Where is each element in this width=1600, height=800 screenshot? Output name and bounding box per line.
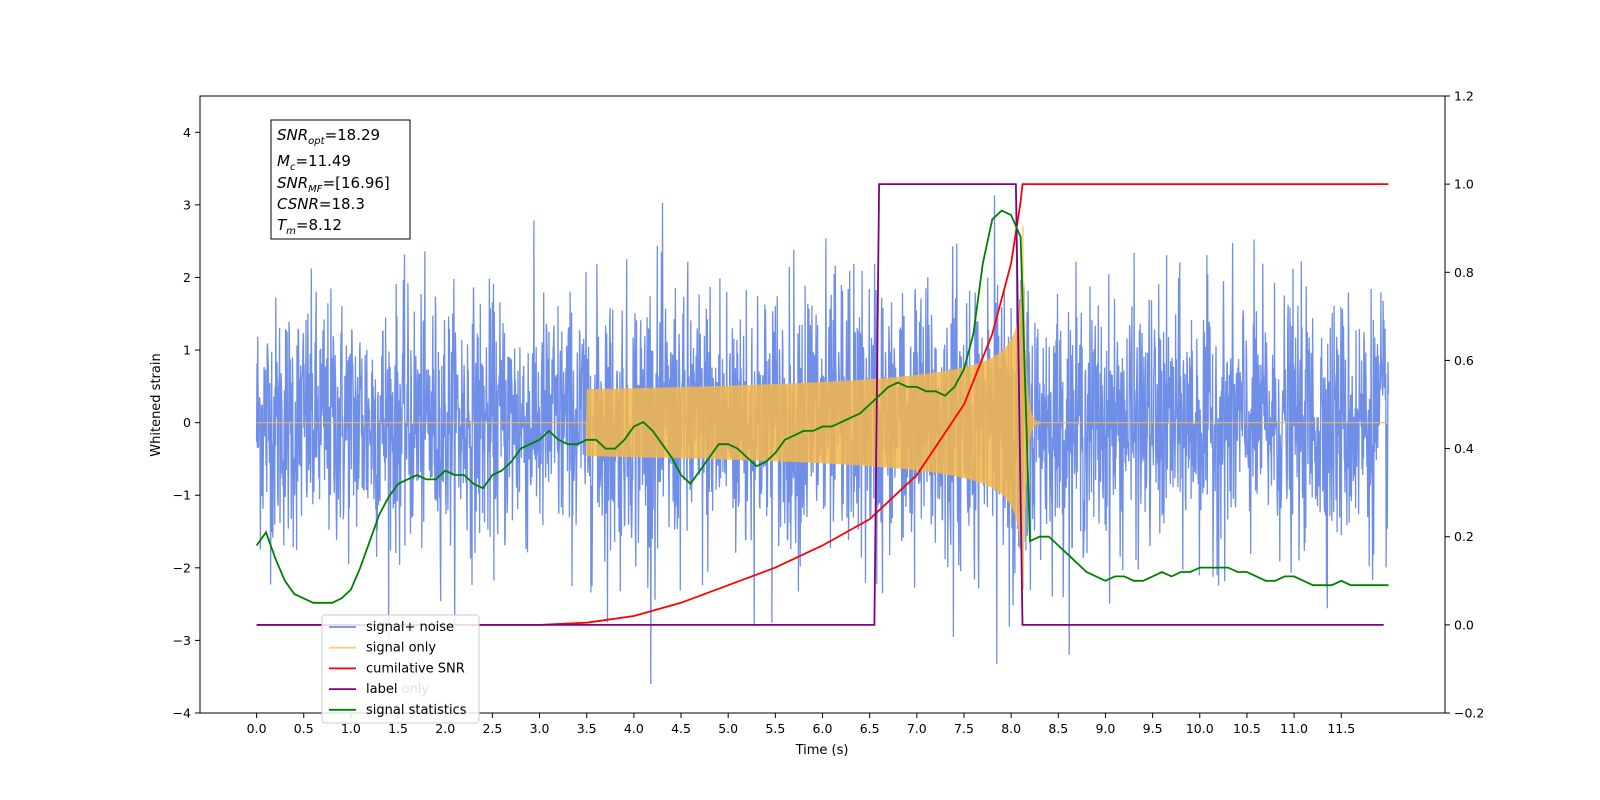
legend-ghost-label-only: label only — [366, 682, 429, 697]
x-tick-label-4: 2.0 — [435, 721, 455, 736]
x-tick-label-8: 4.0 — [624, 721, 644, 736]
info-box: SNRopt=18.29 Mc=11.49 SNRMF=[16.96] CSNR… — [270, 119, 411, 240]
x-tick-label-11: 5.5 — [765, 721, 785, 736]
x-tick-label-10: 5.0 — [718, 721, 738, 736]
y2-tick-label-3: 0.6 — [1454, 353, 1474, 368]
info-line-mc-base: M — [277, 152, 290, 170]
series-signal-only-line — [256, 225, 1389, 590]
info-line-snr-mf-value: =[16.96] — [323, 174, 390, 192]
x-tick-label-19: 9.5 — [1143, 721, 1163, 736]
x-tick-label-21: 10.5 — [1233, 721, 1261, 736]
info-line-snr-opt-value: =18.29 — [325, 126, 381, 144]
info-line-snr-opt-sub: opt — [308, 136, 325, 147]
info-line-mc-value: =11.49 — [295, 152, 351, 170]
x-tick-label-23: 11.5 — [1327, 721, 1355, 736]
legend-items: signal+ noise signal only cumilative SNR la… — [329, 620, 467, 718]
x-tick-label-18: 9.0 — [1096, 721, 1116, 736]
info-line-tm-value: =8.12 — [296, 216, 342, 234]
info-line-csnr-value: =18.3 — [319, 195, 365, 213]
legend-ghost-signal-statistics: signal statistics — [366, 702, 467, 717]
y-tick-label-2: 2 — [183, 270, 191, 285]
axes: 0.0 0.5 1.0 1.5 2.0 2.5 3.0 3.5 4.0 4.5 5.0 5.5 6.0 6… — [173, 89, 1485, 737]
x-tick-label-9: 4.5 — [671, 721, 691, 736]
x-tick-label-5: 2.5 — [482, 721, 502, 736]
y-axis-label: Whitened strain — [149, 353, 164, 456]
legend-label-signal-statistics: signal statistics — [366, 703, 467, 718]
y2-tick-label-0: 1.2 — [1454, 89, 1474, 104]
info-line-snr-opt-base: SNR — [277, 126, 308, 144]
x-tick-label-13: 6.5 — [860, 721, 880, 736]
info-line-snr-mf: SNRMF=[16.96] — [277, 174, 390, 195]
x-axis-label: Time (s) — [795, 743, 849, 758]
x-tick-label-12: 6.0 — [813, 721, 833, 736]
y-tick-label-8: −4 — [173, 706, 191, 721]
legend: label only signal statistics signal+ noi… — [321, 614, 480, 724]
legend-label-signal-only: signal only — [366, 641, 436, 656]
legend-frame — [321, 614, 480, 724]
series-signal-statistics-line — [255, 209, 1389, 604]
x-tick-label-7: 3.5 — [577, 721, 597, 736]
info-line-csnr: CSNR=18.3 — [277, 195, 365, 213]
y-tick-label-7: −3 — [173, 633, 191, 648]
y-tick-label-6: −2 — [173, 560, 191, 575]
y-tick-label-0: 4 — [183, 125, 191, 140]
info-line-snr-mf-sub: MF — [308, 184, 323, 195]
y-tick-label-3: 1 — [183, 343, 191, 358]
info-line-tm-base: T — [277, 216, 288, 234]
x-tick-label-16: 8.0 — [1001, 721, 1021, 736]
x-tick-label-20: 10.0 — [1186, 721, 1214, 736]
info-line-tm: Tm=8.12 — [277, 216, 342, 237]
x-tick-label-0: 0.0 — [247, 721, 267, 736]
info-line-snr-mf-base: SNR — [277, 174, 308, 192]
info-box-frame — [270, 119, 411, 240]
info-line-csnr-base: CSNR — [277, 195, 319, 213]
plot-area — [255, 183, 1390, 685]
y2-tick-label-1: 1.0 — [1454, 177, 1474, 192]
x-tick-label-17: 8.5 — [1048, 721, 1068, 736]
info-line-snr-opt: SNRopt=18.29 — [277, 126, 380, 147]
info-line-mc-sub: c — [290, 162, 296, 173]
x-tick-label-6: 3.0 — [530, 721, 550, 736]
y2-tick-label-2: 0.8 — [1454, 265, 1474, 280]
info-line-tm-sub: m — [286, 226, 296, 237]
y2-tick-label-6: 0.0 — [1454, 617, 1474, 632]
y2-tick-label-4: 0.4 — [1454, 441, 1474, 456]
y2-tick-label-5: 0.2 — [1454, 529, 1474, 544]
x-tick-label-3: 1.5 — [388, 721, 408, 736]
series-label-line — [256, 183, 1384, 626]
y-tick-label-5: −1 — [173, 488, 191, 503]
y2-tick-label-7: −0.2 — [1454, 706, 1484, 721]
legend-label-signal-noise: signal+ noise — [366, 620, 454, 635]
y-tick-label-1: 3 — [183, 197, 191, 212]
x-tick-label-15: 7.5 — [954, 721, 974, 736]
legend-label-label: label — [366, 682, 397, 697]
legend-label-cumulative-snr: cumilative SNR — [366, 661, 465, 676]
x-tick-label-2: 1.0 — [341, 721, 361, 736]
x-tick-label-1: 0.5 — [294, 721, 314, 736]
y-tick-label-4: 0 — [183, 415, 191, 430]
x-tick-label-14: 7.0 — [907, 721, 927, 736]
info-line-mc: Mc=11.49 — [277, 152, 351, 173]
x-tick-label-22: 11.0 — [1280, 721, 1308, 736]
